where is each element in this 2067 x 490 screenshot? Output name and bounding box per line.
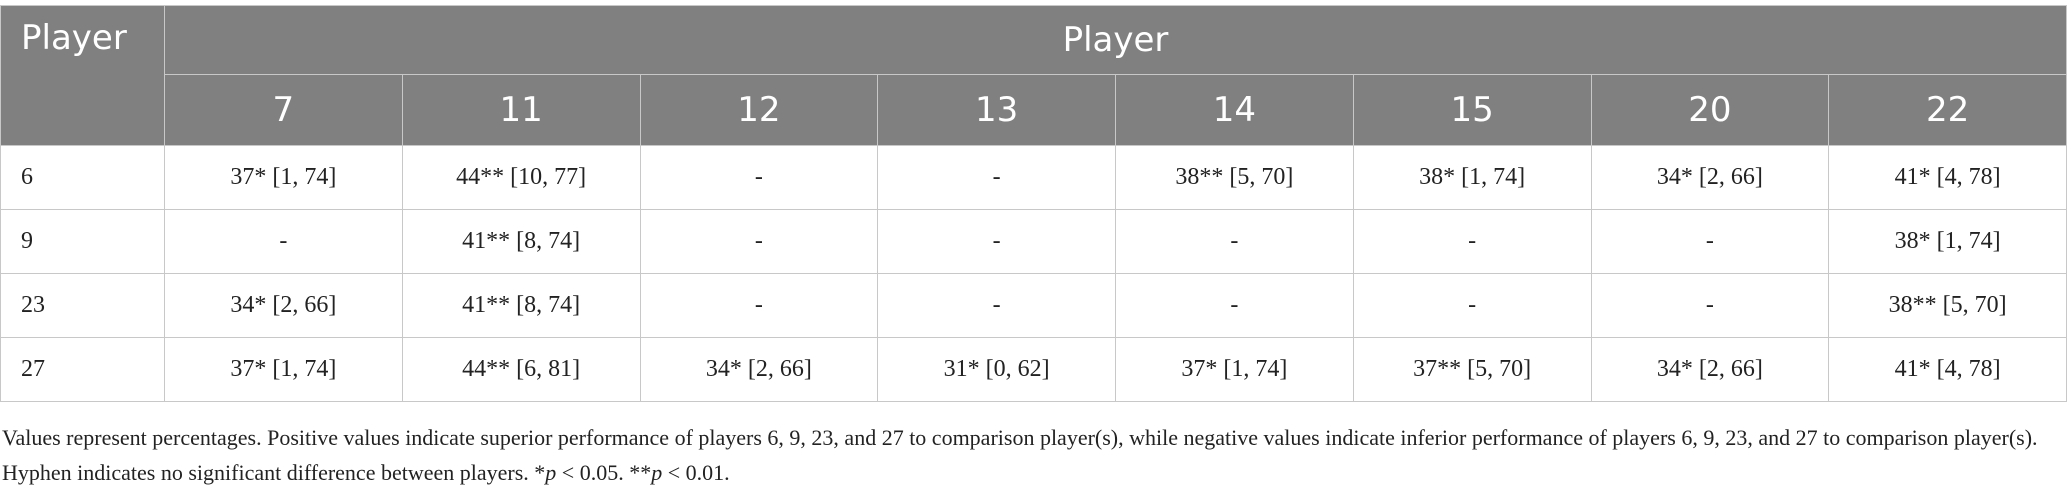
cell: 41** [8, 74] (401, 273, 641, 338)
cell: - (1115, 273, 1354, 338)
cell: - (877, 209, 1116, 274)
column-header: 15 (1352, 74, 1592, 146)
cell: 38* [1, 74] (1352, 145, 1592, 210)
table-row: 9-41** [8, 74] - - - - -38* [1, 74] (0, 209, 2067, 274)
footnote: Values represent percentages. Positive v… (2, 420, 2061, 490)
table-row: 6 37* [1, 74] 44** [10, 77] - -38** [5, 70] 3… (0, 145, 2067, 210)
cell: - (1115, 209, 1354, 274)
cell: - (639, 145, 879, 210)
cell: 44** [6, 81] (401, 337, 641, 402)
cell: - (1352, 209, 1592, 274)
cell: - (1590, 273, 1830, 338)
cell: - (877, 273, 1116, 338)
column-header: 14 (1115, 74, 1354, 146)
cell: 38* [1, 74] (1828, 209, 2067, 274)
cell: - (639, 273, 879, 338)
cell: - (1590, 209, 1830, 274)
column-header: 20 (1590, 74, 1830, 146)
cell: - (1352, 273, 1592, 338)
cell: 44** [10, 77] (401, 145, 641, 210)
cell: 34* [2, 66] (1590, 145, 1830, 210)
footnote-text: < 0.05. ** (556, 460, 652, 485)
cell: 38** [5, 70] (1828, 273, 2067, 338)
row-label: 9 (0, 209, 165, 274)
cell: 34* [2, 66] (639, 337, 879, 402)
cell: 41** [8, 74] (401, 209, 641, 274)
cell: 37* [1, 74] (1115, 337, 1354, 402)
row-label: 6 (0, 145, 165, 210)
column-header: 22 (1828, 74, 2067, 146)
cell: 41* [4, 78] (1828, 337, 2067, 402)
footnote-text: p (651, 460, 663, 485)
cell: 37* [1, 74] (164, 337, 403, 402)
column-header: 13 (877, 74, 1116, 146)
footnote-text: p (545, 460, 557, 485)
cell: - (877, 145, 1116, 210)
results-table: Player Player 7 11 12 13 14 15 20 22 6 37* [1, 7… (0, 5, 2067, 402)
page: Player Player 7 11 12 13 14 15 20 22 6 37* [1, 7… (0, 5, 2067, 486)
cell: 41* [4, 78] (1828, 145, 2067, 210)
cell: 37* [1, 74] (164, 145, 403, 210)
footnote-text: Values represent percentages. Positive v… (2, 425, 2038, 485)
column-header: 11 (401, 74, 641, 146)
table-row: 27 37* [1, 74] 44** [6, 81] 34* [2, 66] 31* … (0, 337, 2067, 402)
cell: 38** [5, 70] (1115, 145, 1354, 210)
row-label: 27 (0, 337, 165, 402)
cell: - (164, 209, 403, 274)
footnote-text: < 0.01. (662, 460, 730, 485)
row-label: 23 (0, 273, 165, 338)
cell: 31* [0, 62] (877, 337, 1116, 402)
column-header: 12 (639, 74, 879, 146)
table-row: 23 34* [2, 66] 41** [8, 74] - - - - -38** [5, 7… (0, 273, 2067, 338)
cell: - (639, 209, 879, 274)
corner-header: Player (0, 5, 165, 146)
cell: 34* [2, 66] (164, 273, 403, 338)
cell: 34* [2, 66] (1590, 337, 1830, 402)
group-header: Player (164, 5, 2067, 75)
cell: 37** [5, 70] (1352, 337, 1592, 402)
column-header: 7 (164, 74, 403, 146)
